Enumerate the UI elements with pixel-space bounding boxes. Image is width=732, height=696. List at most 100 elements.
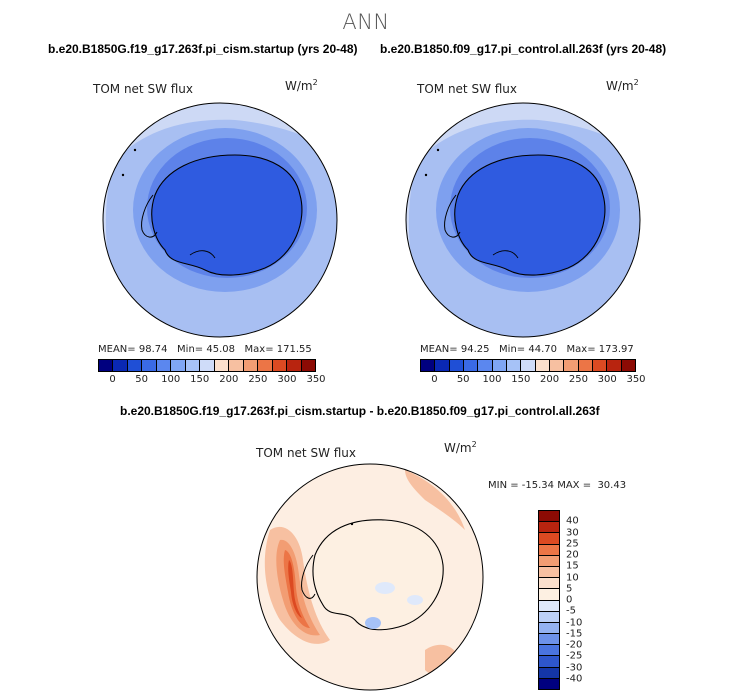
right-map-island-dot <box>424 173 428 177</box>
colorbar-swatch <box>272 360 288 371</box>
left-map-boundary <box>102 102 338 338</box>
colorbar-tick-label: 40 <box>566 515 579 527</box>
colorbar-swatch <box>539 566 559 579</box>
diff-variable-label: TOM net SW flux <box>256 446 357 460</box>
colorbar-tick-label: 0 <box>109 374 116 385</box>
colorbar-swatch <box>449 360 464 371</box>
diff-map-cool-patch <box>407 595 423 605</box>
colorbar-tick-label: -5 <box>566 605 576 617</box>
colorbar-swatch <box>421 360 436 371</box>
colorbar-swatch <box>301 360 316 371</box>
diff-colorbar-swatches <box>538 510 560 690</box>
right-case-title: b.e20.B1850.f09_g17.pi_control.all.263f … <box>380 42 667 56</box>
colorbar-swatch <box>506 360 522 371</box>
colorbar-swatch <box>539 645 559 657</box>
colorbar-tick-label: 10 <box>566 572 579 583</box>
colorbar-tick-label: -30 <box>566 662 583 673</box>
colorbar-swatch <box>607 360 622 371</box>
colorbar-tick-label: 100 <box>161 374 181 385</box>
right-polar-map <box>405 102 641 338</box>
colorbar-tick-label: 350 <box>626 374 646 385</box>
right-map-antarctica <box>454 154 606 276</box>
colorbar-swatch <box>200 360 215 371</box>
right-stats: MEAN= 94.25 Min= 44.70 Max= 173.97 <box>420 344 634 355</box>
left-stats: MEAN= 98.74 Min= 45.08 Max= 171.55 <box>98 344 312 355</box>
left-map-island-dot <box>121 173 125 177</box>
right-variable-label: TOM net SW flux <box>417 82 518 96</box>
colorbar-tick-label: 300 <box>277 374 297 385</box>
colorbar-tick-label: 150 <box>511 374 531 385</box>
colorbar-swatch <box>171 360 186 371</box>
colorbar-swatch <box>539 511 559 523</box>
colorbar-tick-label: -25 <box>566 650 583 662</box>
colorbar-tick-label: 0 <box>431 374 438 385</box>
colorbar-swatch <box>258 360 273 371</box>
left-units-label: W/m2 <box>285 78 318 93</box>
colorbar-tick-label: 200 <box>540 374 560 385</box>
colorbar-swatch <box>521 360 536 371</box>
colorbar-tick-label: 250 <box>248 374 268 385</box>
right-colorbar-ticks: 0 50 100 150 200 250 300 350 <box>420 372 645 386</box>
colorbar-tick-label: -15 <box>566 628 583 640</box>
colorbar-swatch <box>214 360 230 371</box>
colorbar-swatch <box>578 360 593 371</box>
diff-map-island-dot <box>350 522 354 526</box>
colorbar-tick-label: 150 <box>190 374 210 385</box>
season-title: ANN <box>342 10 390 34</box>
colorbar-swatch <box>185 360 201 371</box>
diff-map-warm-zone-4 <box>288 560 302 618</box>
right-map-peninsula <box>444 194 461 238</box>
colorbar-tick-label: 30 <box>566 527 579 538</box>
colorbar-swatch <box>592 360 608 371</box>
left-variable-label: TOM net SW flux <box>93 82 194 96</box>
diff-map-cool-patch <box>365 617 381 629</box>
colorbar-tick-label: -40 <box>566 673 583 685</box>
colorbar-swatch <box>478 360 493 371</box>
left-case-title: b.e20.B1850G.f19_g17.263f.pi_cism.startu… <box>48 42 358 56</box>
colorbar-tick-label: 50 <box>456 374 470 385</box>
colorbar-swatch <box>621 360 635 371</box>
right-colorbar: 0 50 100 150 200 250 300 350 <box>420 359 646 386</box>
colorbar-swatch <box>539 622 559 635</box>
diff-polar-map <box>256 463 484 691</box>
colorbar-swatch <box>243 360 259 371</box>
colorbar-swatch <box>539 589 559 601</box>
colorbar-tick-label: 300 <box>597 374 617 385</box>
diff-colorbar-ticks: 40 30 25 20 15 10 5 0 -5 -10 -15 -20 -25 -30 -40 <box>566 510 606 690</box>
colorbar-swatch <box>539 656 559 668</box>
colorbar-swatch <box>435 360 450 371</box>
left-map-peninsula <box>141 194 158 238</box>
colorbar-tick-label: 50 <box>135 374 148 385</box>
colorbar-tick-label: 20 <box>566 549 579 561</box>
diff-map-warm-patch <box>405 470 465 530</box>
colorbar-swatch <box>539 555 559 567</box>
colorbar-swatch <box>99 360 114 371</box>
colorbar-swatch <box>539 600 559 612</box>
left-colorbar-ticks: 0 50 100 150 200 250 300 350 <box>98 372 325 386</box>
diff-minmax: MIN = -15.34 MAX = 30.43 <box>488 480 627 491</box>
right-colorbar-swatches <box>420 359 636 372</box>
colorbar-swatch <box>535 360 550 371</box>
colorbar-tick-label: 250 <box>568 374 588 385</box>
colorbar-tick-label: -20 <box>566 639 583 651</box>
colorbar-swatch <box>539 533 559 545</box>
colorbar-swatch <box>549 360 565 371</box>
colorbar-tick-label: 15 <box>566 560 579 572</box>
right-map-island-dot <box>436 148 440 152</box>
colorbar-swatch <box>564 360 579 371</box>
left-colorbar: 0 50 100 150 200 250 300 350 <box>98 359 326 386</box>
colorbar-swatch <box>156 360 172 371</box>
left-map-island-dot <box>133 148 137 152</box>
left-map-ross-shelf <box>189 250 216 259</box>
diff-map-boundary <box>256 463 484 691</box>
diff-case-title: b.e20.B1850G.f19_g17.263f.pi_cism.startu… <box>120 404 600 418</box>
colorbar-swatch <box>539 667 559 679</box>
colorbar-swatch <box>463 360 479 371</box>
diff-map-cool-patch <box>375 582 395 594</box>
colorbar-swatch <box>113 360 128 371</box>
left-colorbar-swatches <box>98 359 316 372</box>
colorbar-swatch <box>539 578 559 590</box>
right-units-label: W/m2 <box>606 78 639 93</box>
colorbar-swatch <box>127 360 143 371</box>
colorbar-swatch <box>539 678 559 689</box>
